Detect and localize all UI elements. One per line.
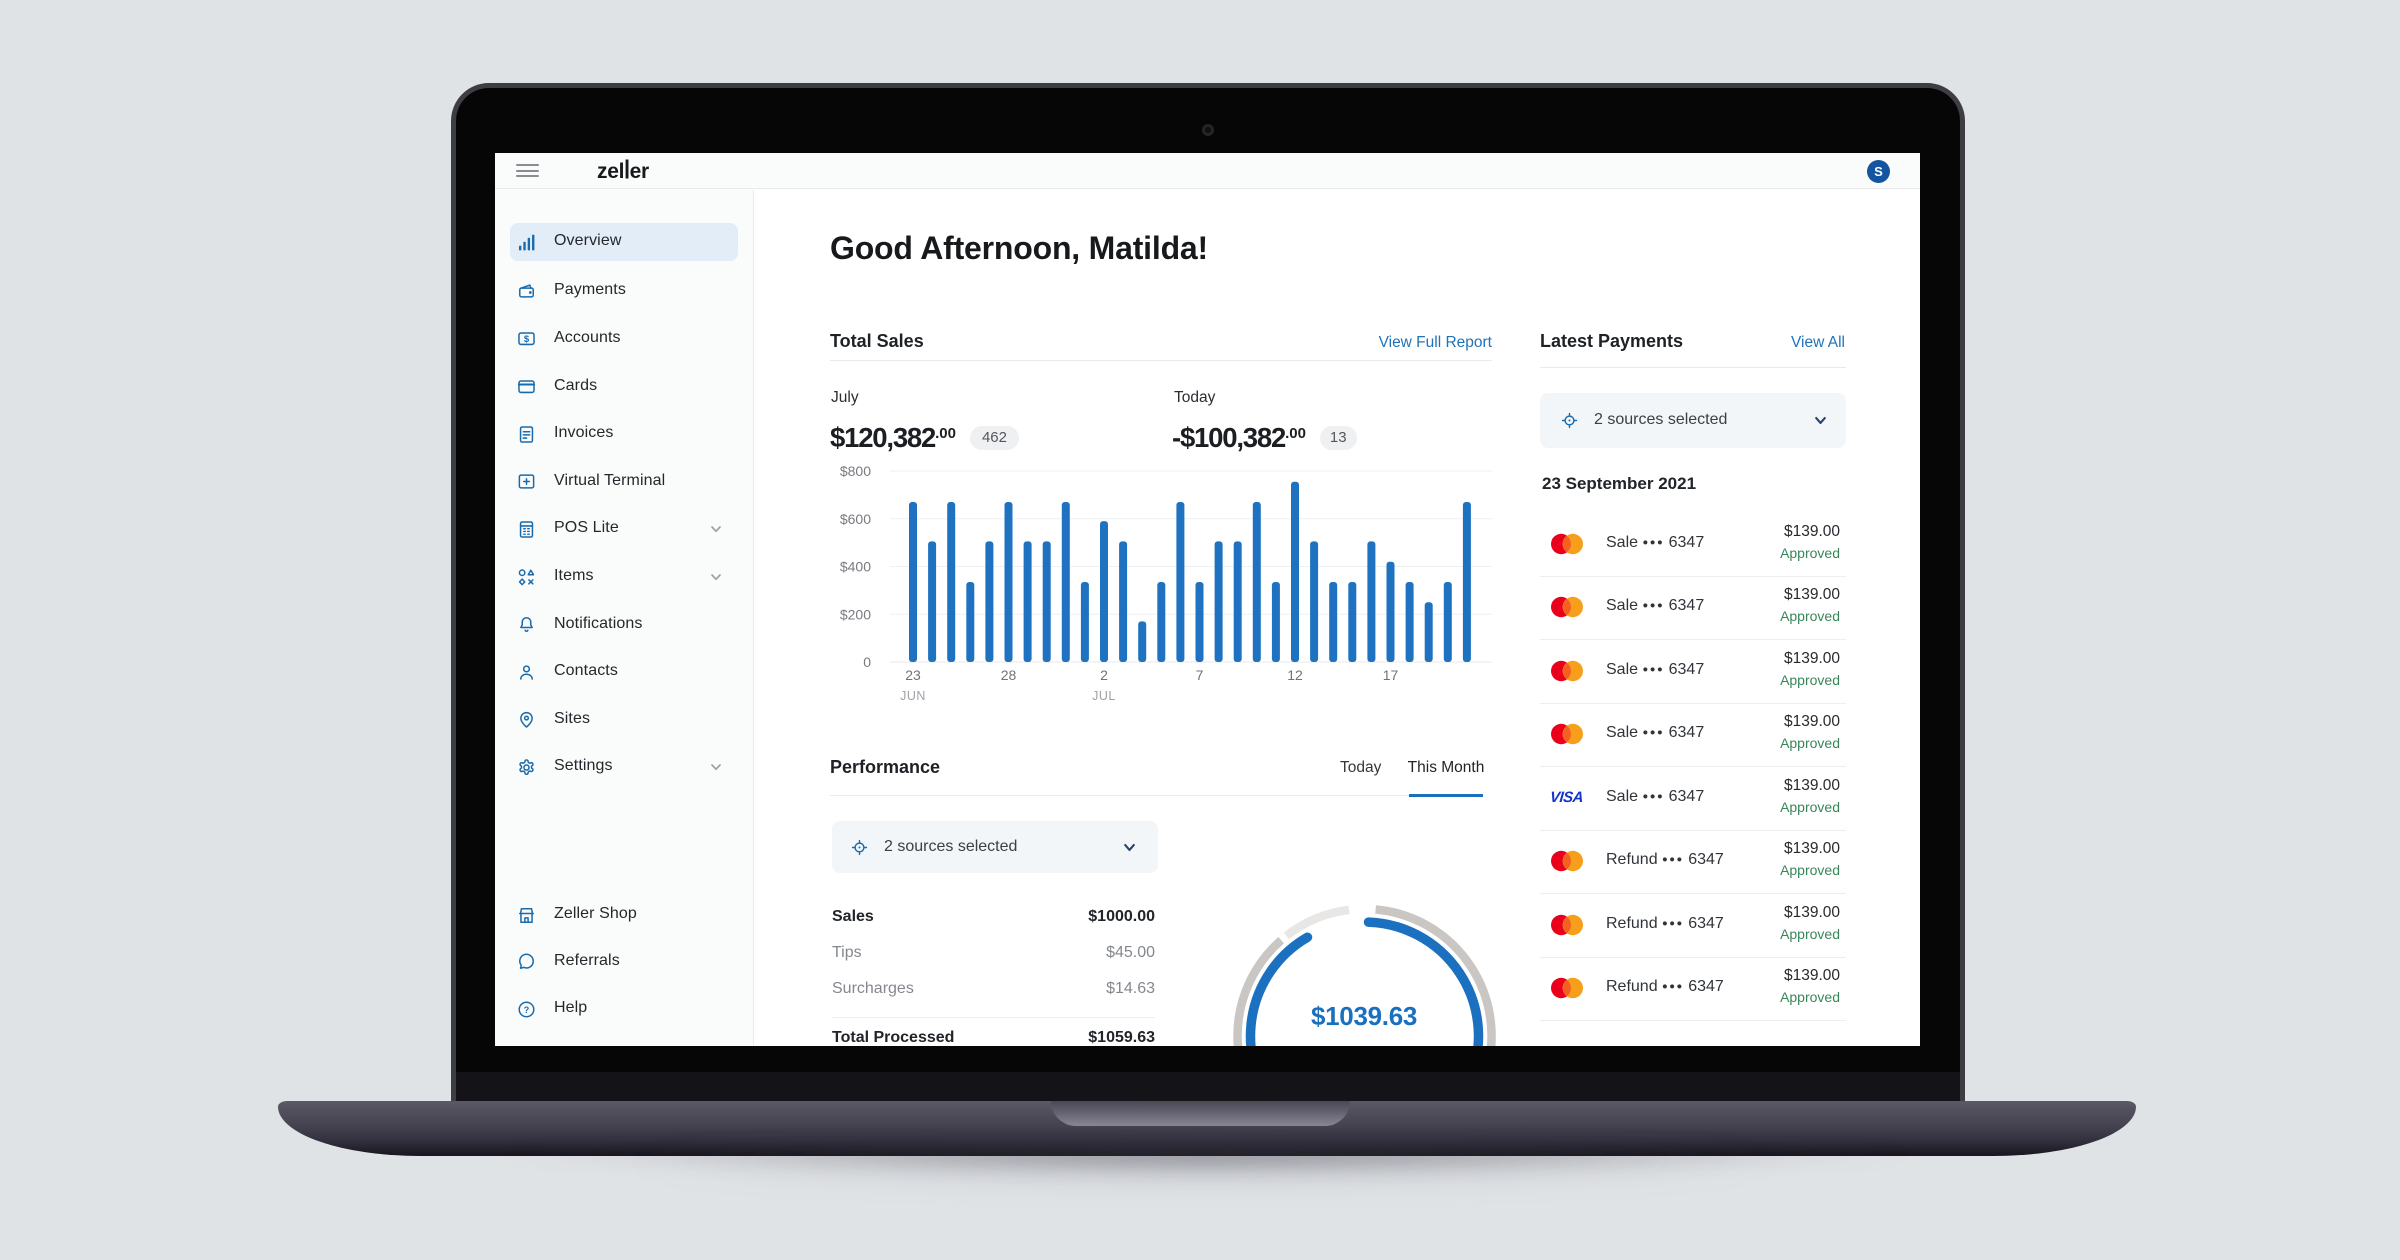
svg-text:JUL: JUL [1092, 689, 1116, 703]
svg-text:$400: $400 [840, 559, 871, 575]
svg-text:12: 12 [1287, 667, 1303, 683]
svg-text:17: 17 [1383, 667, 1399, 683]
svg-text:28: 28 [1001, 667, 1017, 683]
svg-text:$800: $800 [840, 463, 871, 479]
svg-text:2: 2 [1100, 667, 1108, 683]
svg-text:7: 7 [1196, 667, 1204, 683]
svg-text:$200: $200 [840, 606, 871, 622]
svg-text:23: 23 [905, 667, 921, 683]
svg-text:?: ? [524, 1004, 530, 1014]
svg-text:$: $ [524, 334, 530, 345]
svg-text:$600: $600 [840, 511, 871, 527]
svg-text:JUN: JUN [900, 689, 926, 703]
svg-text:0: 0 [863, 654, 871, 670]
